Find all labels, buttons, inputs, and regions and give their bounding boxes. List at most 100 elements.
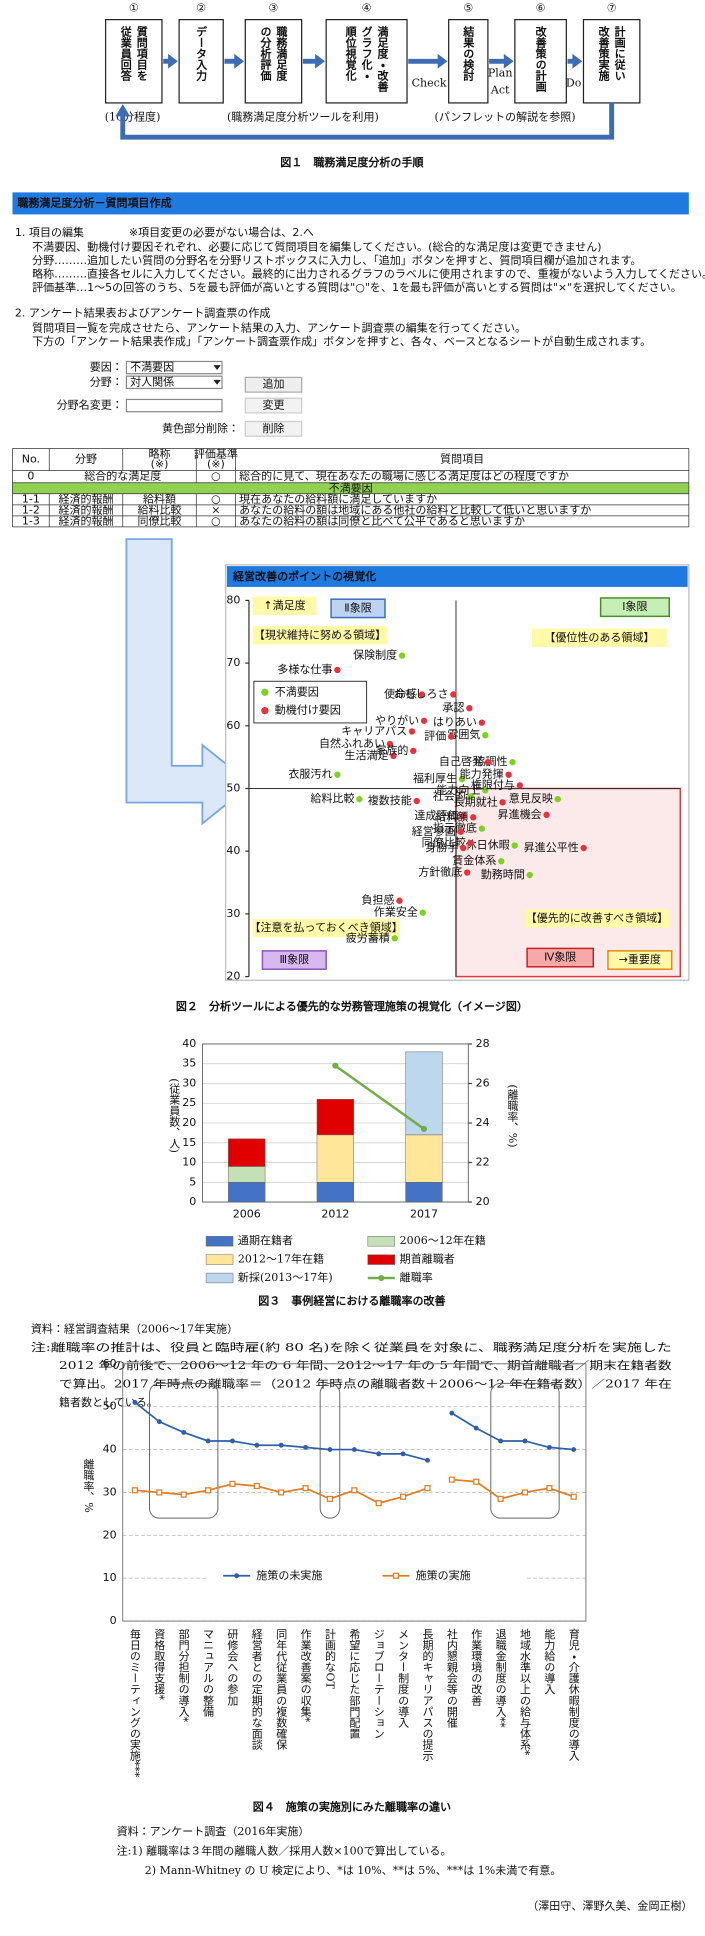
button[interactable] bbox=[244, 420, 303, 437]
step-text: 改善策実施 bbox=[597, 24, 611, 81]
legend-label: 施策の実施 bbox=[416, 1568, 471, 1582]
scatter-point bbox=[418, 691, 426, 698]
step-number: ⑥ bbox=[536, 2, 546, 15]
scatter-point bbox=[511, 842, 518, 849]
text-input[interactable] bbox=[125, 398, 223, 413]
highlight-box bbox=[319, 1382, 341, 1519]
point-label: はりあい bbox=[433, 716, 477, 729]
select-box[interactable] bbox=[125, 360, 223, 375]
series-marker bbox=[376, 1451, 382, 1457]
x-tick-label: 部門分担制の導入* bbox=[177, 1628, 190, 1722]
section-line: 略称………直接各セルに入力してください。最終的に出力されるグラフのラベルに使用さ… bbox=[32, 266, 705, 280]
x-tick-label: メンター制度の導入 bbox=[397, 1628, 410, 1728]
y-tick-label: 30 bbox=[226, 907, 240, 920]
scatter-point bbox=[356, 795, 363, 803]
table-cell: 給料比較 bbox=[137, 502, 181, 516]
flow-arrow-head bbox=[572, 53, 583, 69]
series-marker bbox=[424, 1485, 431, 1492]
point-label: 疲労蓄積 bbox=[346, 930, 390, 944]
quadrant-label: 【優位性のある領域】 bbox=[544, 630, 654, 644]
bar-segment bbox=[228, 1166, 266, 1183]
flow-arrow-head bbox=[437, 53, 448, 69]
series-marker bbox=[278, 1489, 285, 1496]
point-label: 衣服汚れ bbox=[288, 768, 332, 781]
quadrant-label-box bbox=[330, 598, 386, 619]
step-text: 従業員回答 bbox=[119, 24, 133, 81]
point-label: 承認 bbox=[442, 701, 464, 714]
quadrant-label-box bbox=[252, 626, 388, 645]
figure-caption: 図１ 職務満足度分析の手順 bbox=[280, 155, 424, 169]
note-text: 注:1) 離職率は３年間の離職人数／採用人数×100で算出している。 bbox=[117, 1843, 452, 1857]
series-marker bbox=[181, 1429, 187, 1435]
x-tick-label: ジョブローテーション bbox=[372, 1628, 385, 1738]
scatter-point bbox=[448, 733, 455, 740]
point-label: キャリアパス bbox=[341, 724, 407, 737]
table-cell: 1-3 bbox=[22, 514, 40, 527]
step-box bbox=[325, 18, 408, 104]
legend-marker bbox=[392, 1572, 400, 1579]
series-marker bbox=[327, 1447, 333, 1452]
x-tick-label: 2017 bbox=[410, 1207, 438, 1220]
point-label: 休日休暇 bbox=[466, 839, 510, 852]
y-tick-label: 5 bbox=[189, 1175, 196, 1188]
button[interactable] bbox=[244, 397, 303, 414]
scatter-point bbox=[467, 839, 474, 847]
step-text: データ入力 bbox=[195, 24, 209, 81]
scatter-point bbox=[466, 705, 473, 712]
series-marker bbox=[131, 1487, 139, 1494]
y2-tick-label: 28 bbox=[476, 1037, 490, 1050]
point-label: 勤務時間 bbox=[481, 867, 525, 881]
section-line: 分野………追加したい質問の分野名を分野リストボックスに入力し、「追加」ボタンを押… bbox=[32, 253, 642, 267]
y2-tick-label: 26 bbox=[476, 1076, 490, 1089]
quadrant-label: Ⅱ象限 bbox=[344, 601, 371, 614]
table-column-note: (※) bbox=[207, 457, 225, 470]
legend-marker bbox=[234, 1573, 240, 1579]
quadrant-label-box bbox=[526, 947, 595, 968]
point-label: 自然ふれあい bbox=[319, 736, 385, 750]
select-box[interactable] bbox=[125, 375, 223, 390]
step-note: (10分程度) bbox=[105, 111, 161, 124]
button[interactable] bbox=[244, 376, 303, 393]
series-marker bbox=[546, 1485, 553, 1492]
y-tick-label: 25 bbox=[182, 1096, 196, 1109]
y-tick-label: 40 bbox=[182, 1037, 196, 1050]
section-note: ※項目変更の必要がない場合は、2.へ bbox=[129, 225, 314, 239]
x-tick-label: 資格取得支援* bbox=[153, 1628, 166, 1700]
flow-arrow-head bbox=[315, 53, 325, 69]
y-tick-label: 50 bbox=[103, 1400, 117, 1413]
author-text: （澤田守、澤野久美、金岡正樹） bbox=[527, 1900, 692, 1913]
scatter-point bbox=[457, 828, 464, 835]
legend-swatch bbox=[205, 1236, 234, 1247]
y-tick-label: 0 bbox=[110, 1614, 117, 1627]
scatter-point bbox=[419, 909, 426, 916]
point-label: 賃金体系 bbox=[452, 853, 496, 867]
step-number: ⑤ bbox=[463, 2, 473, 15]
scatter-point bbox=[420, 717, 428, 724]
select-value: 対人関係 bbox=[130, 375, 174, 388]
point-label: 能力発揮 bbox=[460, 767, 504, 781]
highlight-box bbox=[490, 1382, 560, 1519]
y2-tick-label: 24 bbox=[476, 1116, 490, 1129]
series-marker bbox=[522, 1438, 528, 1444]
series-marker bbox=[254, 1442, 260, 1448]
scatter-point bbox=[498, 858, 505, 865]
x-tick-label: 作業改善案の収集* bbox=[299, 1628, 312, 1722]
series-marker bbox=[180, 1491, 187, 1498]
step-box bbox=[244, 18, 303, 104]
point-label: 達成評価 bbox=[414, 809, 458, 822]
table-cell: ○ bbox=[211, 470, 221, 483]
chart-title-bar bbox=[226, 566, 688, 587]
table-column-header: No. bbox=[22, 452, 40, 465]
series-marker bbox=[229, 1480, 236, 1487]
series-line bbox=[134, 1401, 428, 1462]
step-text: の分析評価 bbox=[259, 25, 273, 81]
x-tick-label: 毎日のミーティングの実施*** bbox=[128, 1628, 141, 1778]
cycle-label: Plan bbox=[488, 67, 513, 80]
section-line: 下方の「アンケート結果表作成」「アンケート調査票作成」ボタンを押すと、各々、ベー… bbox=[32, 334, 651, 348]
x-tick-label: 育児・介護休暇制度の導入 bbox=[567, 1628, 580, 1761]
scatter-point bbox=[390, 752, 397, 760]
form-label: 分野： bbox=[90, 375, 123, 388]
scatter-point bbox=[505, 771, 512, 778]
table-cell: 1-1 bbox=[22, 492, 40, 505]
step-text: 計画に従い bbox=[613, 24, 627, 80]
